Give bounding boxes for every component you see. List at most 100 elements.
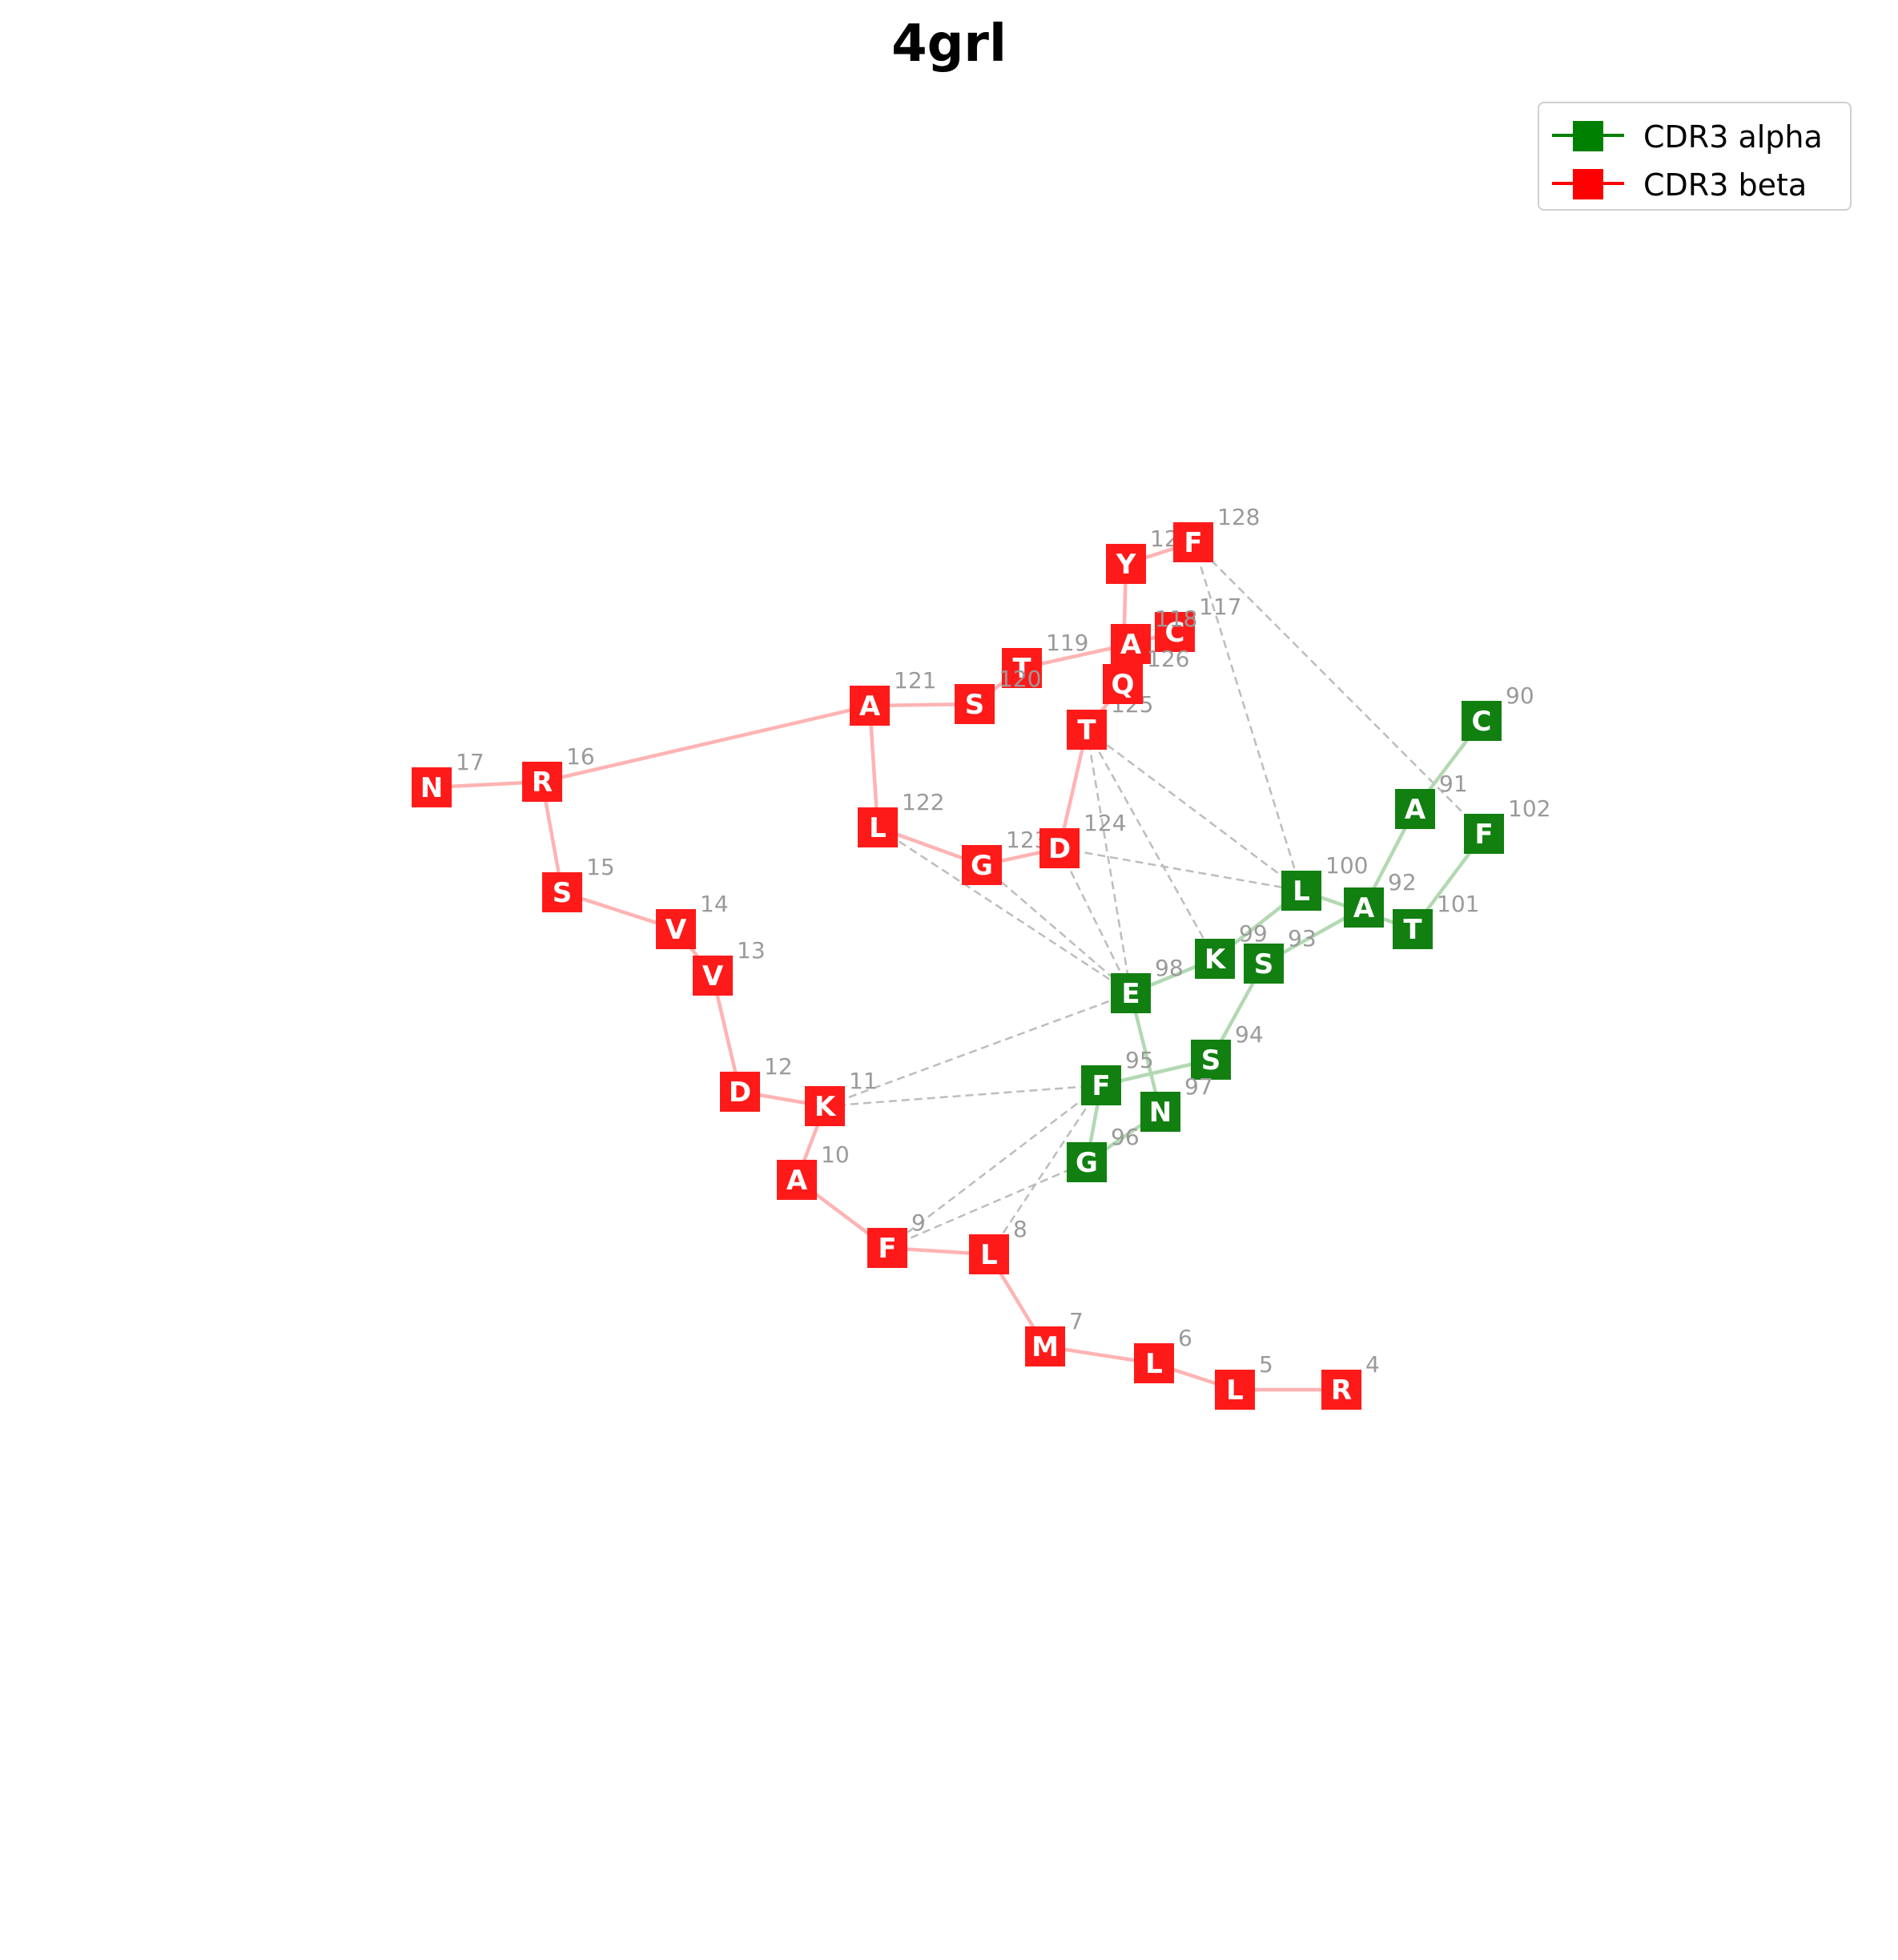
contact-edge [1086,729,1302,891]
residue-number: 94 [1235,1021,1264,1048]
residue-square-icon [720,1072,760,1112]
backbone-edges [431,540,1486,1392]
contact-edge [981,864,1132,994]
residue-number: 4 [1365,1351,1380,1378]
residue-letter: S [553,877,573,909]
residue-node-alpha: C 90 [1462,682,1534,741]
contact-edge [1192,541,1303,891]
residue-node-beta: K 11 [805,1068,878,1126]
contact-edge [824,992,1132,1108]
residue-square-icon [412,767,452,807]
contact-edge [877,826,1132,995]
residue-number: 6 [1178,1325,1192,1351]
residue-node-beta: F 128 [1173,504,1260,562]
contact-edge [1085,729,1132,994]
residue-node-alpha: G 96 [1067,1124,1140,1182]
residue-number: 96 [1111,1124,1140,1150]
residue-letter: L [1293,875,1310,908]
residue-node-beta: R4 [1321,1351,1380,1410]
residue-node-alpha: L 100 [1281,852,1368,911]
residue-letter: N [420,772,443,804]
residue-square-icon [1039,828,1080,868]
residue-number: 98 [1155,955,1184,981]
residue-square-icon [1344,887,1384,928]
legend-item-alpha: CDR3 alpha [1539,111,1850,159]
legend-item-beta: CDR3 beta [1539,159,1850,207]
residue-square-icon [1464,814,1504,854]
residue-number: 14 [700,891,729,917]
residue-node-alpha: A 92 [1344,869,1417,928]
residue-letter: G [971,850,993,882]
residue-number: 17 [456,749,485,775]
residue-node-beta: D 12 [720,1053,793,1112]
residue-number: 119 [1046,630,1088,656]
residue-square-icon [1002,648,1042,688]
residue-number: 128 [1217,504,1260,530]
residue-letter: L [1226,1374,1244,1407]
residue-node-beta: L8 [969,1216,1027,1274]
contact-edge [887,1161,1088,1250]
residue-letter: A [1120,629,1142,661]
residue-square-icon [777,1160,817,1200]
backbone-edge-beta [541,703,871,784]
residue-square-icon [1134,1343,1174,1383]
residue-number: 16 [566,743,595,770]
contact-edge [887,1085,1102,1249]
residue-node-alpha: K 99 [1195,920,1268,979]
residue-number: 8 [1013,1216,1027,1242]
residue-number: 95 [1125,1047,1154,1073]
contact-edge [824,1084,1102,1108]
residue-number: 124 [1084,810,1126,836]
legend-alpha-label: CDR3 alpha [1643,119,1823,155]
residue-number: 5 [1259,1351,1273,1378]
residue-node-beta: F9 [867,1209,926,1268]
residue-square-icon [693,956,733,996]
residue-letter: C [1472,706,1492,738]
residue-node-beta: L6 [1134,1325,1192,1383]
backbone-edge-beta [867,705,880,828]
residue-square-icon [1103,664,1143,704]
residue-letter: T [1077,714,1096,747]
residue-square-icon [1140,1092,1180,1132]
residue-node-beta: L 122 [858,789,944,847]
residue-letter: E [1121,978,1140,1010]
residue-number: 12 [764,1053,793,1080]
residue-node-alpha: A 91 [1395,771,1468,829]
residue-node-beta: A 118 [1111,606,1197,664]
residue-node-beta: A 10 [777,1141,850,1200]
residue-node-beta: V 14 [656,891,729,949]
residue-letter: L [1145,1348,1163,1380]
residue-square-icon [656,909,696,949]
residue-letter: T [1403,914,1422,946]
residue-number: 13 [737,937,766,964]
residue-number: 15 [586,854,615,880]
residue-square-icon [1173,522,1213,562]
residue-square-icon [1393,909,1433,949]
residue-number: 92 [1388,869,1417,895]
legend-beta-label: CDR3 beta [1643,167,1808,203]
residue-square-icon [1281,871,1321,911]
residue-square-icon [1111,624,1151,664]
residue-square-icon [542,872,582,912]
residue-letter: R [532,767,553,799]
residue-square-icon [962,845,1002,885]
residue-node-alpha: T 101 [1393,891,1479,949]
residue-number: 97 [1184,1073,1213,1100]
contact-edge [1192,541,1485,835]
residue-letter: A [1405,794,1426,826]
residue-square-icon [858,807,898,847]
residue-letter: G [1076,1147,1098,1179]
residue-letter: S [1201,1044,1221,1077]
legend-alpha-square-icon [1573,121,1603,151]
residue-letter: A [786,1165,808,1197]
residue-square-icon [805,1086,845,1126]
residue-node-beta: S 120 [955,666,1041,724]
residue-square-icon [1395,789,1435,829]
residue-letter: A [859,690,881,722]
residue-square-icon [1195,939,1235,979]
contact-edge [1085,729,1216,960]
residue-square-icon [1111,973,1151,1013]
